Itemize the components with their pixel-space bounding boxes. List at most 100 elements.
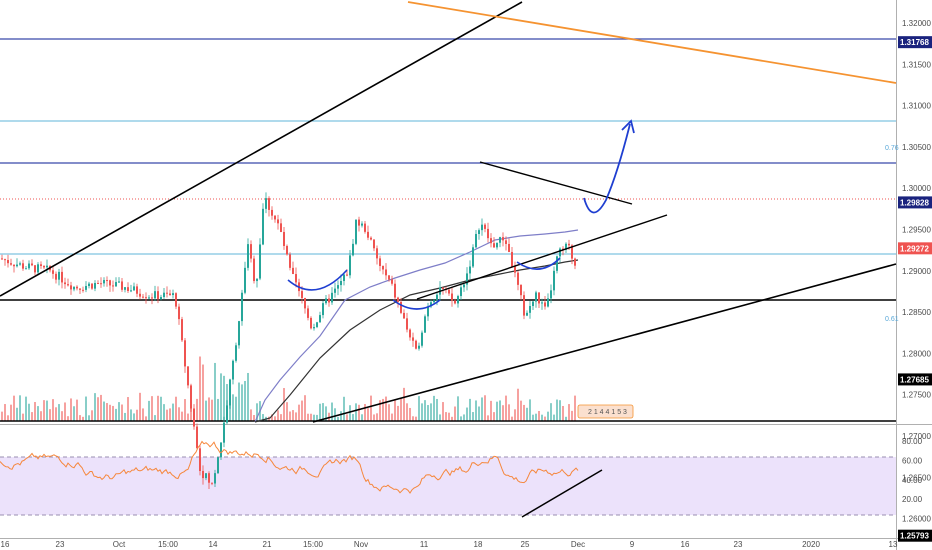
candle-body (292, 267, 294, 275)
candle-body (364, 223, 366, 232)
volume-bar (484, 395, 486, 421)
volume-bar (73, 406, 75, 421)
candle-body (295, 274, 297, 283)
candle-body (565, 243, 567, 250)
price-tag-label: 1.29828 (900, 198, 929, 207)
volume-bar (457, 396, 459, 421)
shoulder-curve-left[interactable] (287, 269, 348, 291)
volume-bar (31, 412, 33, 421)
candle-body (31, 263, 33, 266)
candle-body (52, 270, 54, 274)
volume-bar (211, 399, 213, 421)
projection-arrow[interactable] (583, 123, 631, 214)
candle-body (388, 275, 390, 280)
candle-body (436, 294, 438, 301)
candle-body (478, 230, 480, 234)
candle-body (229, 379, 231, 406)
candle-body (391, 279, 393, 284)
time-tick-label: Oct (113, 540, 126, 549)
candle-body (154, 291, 156, 299)
price-tags: 1.31768 1.29828 1.29272 1.27685 1.25793 (898, 36, 932, 542)
time-tick-label: 15:00 (158, 540, 179, 549)
volume-bar (547, 411, 549, 421)
candle-body (268, 198, 270, 210)
volume-bar (568, 404, 570, 421)
candle-body (190, 385, 192, 409)
candle-body (370, 237, 372, 240)
candle-body (178, 306, 180, 320)
time-tick-label: 25 (521, 540, 530, 549)
rsi-trend-line[interactable] (521, 469, 603, 518)
candle-body (250, 244, 252, 259)
time-axis[interactable]: 16 23 Oct 15:00 14 21 15:00 Nov 11 18 25 Dec 9 16 23 20… (1, 540, 898, 549)
price-tick-label: 1.28500 (902, 308, 931, 317)
candle-body (220, 442, 222, 458)
head-curve[interactable] (392, 299, 441, 310)
volume-bar (10, 404, 12, 421)
volume-bar (544, 416, 546, 421)
drawings: 2 1 4 4 1 5 3 (0, 1, 897, 518)
volume-bar (88, 415, 90, 421)
rsi-axis[interactable]: 80.00 60.00 40.00 20.00 (902, 437, 923, 504)
volume-bar (466, 407, 468, 421)
candle-body (157, 291, 159, 300)
volume-bar (553, 414, 555, 421)
volume-bar (37, 406, 39, 421)
volume-bar (295, 412, 297, 421)
volume-bar (526, 407, 528, 421)
volume-bar (205, 400, 207, 421)
candle-body (151, 297, 153, 299)
volume-bar (340, 411, 342, 421)
orange-trend-line[interactable] (407, 1, 897, 84)
volume-bar (307, 413, 309, 421)
volume-bar (220, 373, 222, 421)
volume-bar (298, 404, 300, 421)
candle-body (514, 266, 516, 273)
candle-body (214, 473, 216, 484)
candle-body (322, 303, 324, 316)
volume-bar (136, 409, 138, 421)
shoulder-curve-right[interactable] (516, 257, 561, 270)
volume-bar (247, 372, 249, 421)
rsi-tick-label: 20.00 (902, 495, 923, 504)
candle-body (571, 245, 573, 259)
volume-bar (223, 375, 225, 421)
volume-bar (82, 416, 84, 421)
volume-bar (514, 409, 516, 421)
volume-bar (133, 413, 135, 421)
channel-lower-line[interactable] (312, 263, 897, 423)
candle-body (160, 297, 162, 300)
volume-bar (283, 388, 285, 421)
candle-body (550, 290, 552, 299)
triangle-lower-line[interactable] (416, 214, 668, 300)
volume-bar (361, 414, 363, 421)
candle-body (253, 258, 255, 282)
candle-body (421, 332, 423, 346)
candle-body (361, 223, 363, 226)
candle-body (142, 296, 144, 298)
volume-bar (67, 416, 69, 421)
volume-bar (130, 409, 132, 421)
candle-body (73, 286, 75, 290)
volume-bar (115, 408, 117, 421)
time-tick-label: 16 (681, 540, 690, 549)
volume-bar (217, 398, 219, 421)
candle-body (337, 285, 339, 289)
candle-body (100, 283, 102, 285)
volume-bar (139, 392, 141, 421)
candle-body (496, 242, 498, 248)
volume-bar (49, 409, 51, 421)
volume-bar (493, 412, 495, 421)
channel-upper-line[interactable] (0, 1, 523, 297)
volume-bar (352, 414, 354, 421)
candle-body (109, 280, 111, 286)
candle-body (559, 248, 561, 257)
candle-body (319, 315, 321, 323)
candles (1, 192, 576, 489)
candle-body (223, 422, 225, 443)
candle-body (508, 243, 510, 252)
volume-bar (160, 396, 162, 421)
volume-bar (565, 416, 567, 421)
price-axis[interactable]: 1.32000 1.31500 1.31000 1.30500 1.30000 1.295… (902, 19, 931, 524)
candle-body (85, 285, 87, 290)
